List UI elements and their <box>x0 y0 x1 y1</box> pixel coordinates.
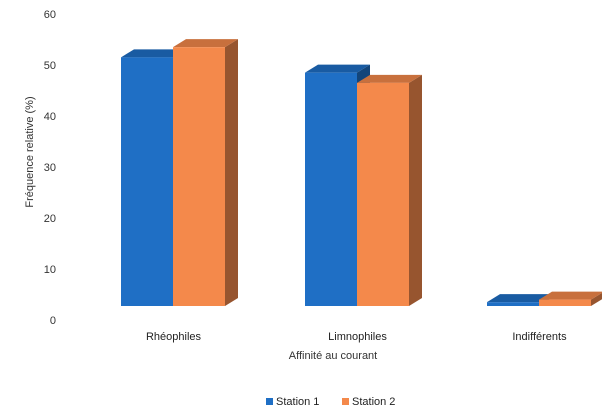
bar-front <box>305 72 357 307</box>
category-label: Limnophiles <box>328 331 387 343</box>
bar-front <box>121 57 173 306</box>
y-tick-label: 10 <box>44 264 56 276</box>
y-tick-label: 0 <box>50 315 56 327</box>
bar-front <box>173 47 225 307</box>
bar-side <box>225 39 238 307</box>
legend-label: Station 1 <box>276 396 319 408</box>
legend-item: Station 2 <box>342 396 395 408</box>
y-axis-ticks: 0 10 20 30 40 50 60 <box>44 9 56 327</box>
bar-side <box>409 74 422 306</box>
legend-item: Station 1 <box>266 396 319 408</box>
bar <box>173 39 238 307</box>
bars <box>121 39 602 307</box>
legend-swatch <box>342 398 349 405</box>
legend-label: Station 2 <box>352 396 395 408</box>
bar-top <box>539 291 602 300</box>
legend: Station 1 Station 2 <box>266 396 395 408</box>
x-axis-title: Affinité au courant <box>289 350 377 362</box>
bar-top <box>357 74 422 83</box>
bar-side <box>591 292 602 306</box>
y-axis-title: Fréquence relative (%) <box>24 96 36 207</box>
y-tick-label: 20 <box>44 213 56 225</box>
bar <box>357 74 422 306</box>
bar-top <box>173 39 238 48</box>
legend-swatch <box>266 398 273 405</box>
y-tick-label: 50 <box>44 60 56 72</box>
category-label: Rhéophiles <box>146 331 202 343</box>
bar-front <box>357 82 409 306</box>
y-tick-label: 60 <box>44 9 56 21</box>
bar-top <box>487 294 552 303</box>
y-tick-label: 40 <box>44 111 56 123</box>
bar-top <box>121 49 186 58</box>
category-label: Indifférents <box>512 331 567 343</box>
bar <box>539 291 602 306</box>
bar-front <box>487 302 539 306</box>
y-tick-label: 30 <box>44 162 56 174</box>
category-labels: Rhéophiles Limnophiles Indifférents <box>146 331 567 343</box>
bar-top <box>305 64 370 73</box>
bar-front <box>539 299 591 306</box>
